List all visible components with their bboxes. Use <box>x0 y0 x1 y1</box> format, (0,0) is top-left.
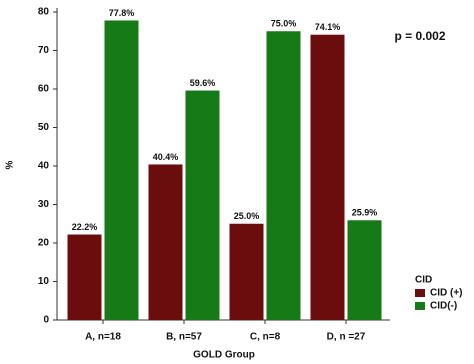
y-tick-label: 80 <box>38 7 50 18</box>
legend-swatch <box>415 302 425 310</box>
value-label: 75.0% <box>271 19 297 29</box>
value-label: 40.4% <box>153 152 179 162</box>
bar <box>229 223 264 320</box>
y-tick-label: 50 <box>38 122 50 133</box>
x-tick-label: C, n=8 <box>250 332 281 343</box>
bar <box>67 234 102 320</box>
x-axis-label: GOLD Group <box>193 350 255 361</box>
x-tick-label: D, n =27 <box>327 332 366 343</box>
legend-label: CID(-) <box>430 301 457 312</box>
bar <box>148 164 183 320</box>
legend-title: CID <box>415 275 432 286</box>
y-axis-label: % <box>5 160 16 169</box>
x-tick-label: B, n=57 <box>166 332 202 343</box>
y-tick-label: 70 <box>38 45 50 56</box>
bar <box>185 90 220 320</box>
value-label: 25.0% <box>234 211 260 221</box>
y-tick-label: 20 <box>38 238 50 249</box>
value-label: 77.8% <box>109 8 135 18</box>
value-label: 59.6% <box>190 78 216 88</box>
legend-swatch <box>415 289 425 297</box>
value-label: 22.2% <box>72 222 98 232</box>
x-tick-label: A, n=18 <box>85 332 121 343</box>
annotation: p = 0.002 <box>394 29 445 43</box>
bar <box>266 31 301 320</box>
bar <box>104 20 139 320</box>
y-tick-label: 40 <box>38 161 50 172</box>
legend-label: CID (+) <box>430 288 463 299</box>
bar <box>347 220 382 320</box>
bar <box>310 34 345 321</box>
value-label: 74.1% <box>315 22 341 32</box>
y-tick-label: 30 <box>38 199 50 210</box>
y-tick-label: 10 <box>38 276 50 287</box>
y-tick-label: 0 <box>43 315 49 326</box>
value-label: 25.9% <box>352 208 378 218</box>
y-tick-label: 60 <box>38 84 50 95</box>
